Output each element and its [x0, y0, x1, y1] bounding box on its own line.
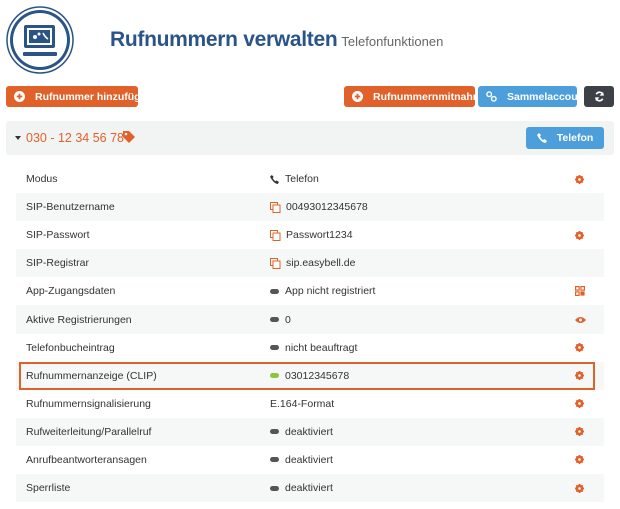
table-row: App-Zugangsdaten App nicht registriert [16, 277, 604, 305]
row-value: nicht beauftragt [270, 342, 357, 354]
row-value: Telefon [270, 173, 319, 185]
table-row: Aktive Registrierungen 0 [16, 305, 604, 334]
gear-icon[interactable] [575, 343, 584, 353]
row-value: 00493012345678 [270, 201, 368, 213]
row-label: Rufnummernanzeige (CLIP) [26, 369, 157, 382]
row-label: Anrufbeantworteransagen [26, 453, 147, 466]
row-value: Passwort1234 [270, 229, 353, 241]
status-indicator-icon [270, 288, 279, 294]
row-value: 0 [270, 314, 291, 326]
phone-number[interactable]: 030 - 12 34 56 78 [26, 131, 124, 145]
caret-down-icon[interactable] [15, 136, 21, 140]
copy-icon[interactable] [270, 257, 281, 269]
gear-icon[interactable] [575, 174, 584, 184]
plus-circle-icon [352, 91, 363, 102]
add-number-button[interactable]: Rufnummer hinzufügen [6, 86, 153, 107]
row-value-text: 00493012345678 [286, 201, 368, 214]
page-title-text: Rufnummern verwalten [110, 28, 338, 51]
row-label: App-Zugangsdaten [26, 285, 116, 298]
gear-icon[interactable] [575, 427, 584, 437]
refresh-button[interactable] [584, 86, 614, 107]
status-indicator-icon [270, 345, 279, 351]
porting-button[interactable]: Rufnummernmitnahme [344, 86, 488, 107]
row-value-text: deaktiviert [285, 425, 333, 438]
row-label: Aktive Registrierungen [26, 313, 132, 326]
phone-icon [270, 174, 279, 184]
row-label: Telefonbucheintrag [26, 341, 115, 354]
row-value: sip.easybell.de [270, 257, 355, 269]
tag-icon[interactable] [122, 130, 136, 144]
row-value-text: nicht beauftragt [285, 341, 358, 354]
status-indicator-icon [270, 317, 279, 323]
add-number-label: Rufnummer hinzufügen [35, 90, 153, 103]
phone-mode-label: Telefon [556, 132, 594, 144]
refresh-icon [594, 91, 604, 102]
row-label: Modus [26, 173, 58, 186]
gear-icon[interactable] [575, 399, 584, 409]
status-indicator-icon [270, 457, 279, 463]
row-value-text: 03012345678 [285, 369, 350, 382]
status-indicator-icon [270, 429, 279, 435]
row-value: 03012345678 [270, 370, 349, 382]
row-value-text: deaktiviert [285, 453, 333, 466]
row-value: App nicht registriert [270, 285, 375, 297]
row-value: deaktiviert [270, 454, 333, 466]
page-subtitle: Telefonfunktionen [341, 34, 444, 49]
highlight-box [19, 362, 595, 390]
plus-circle-icon [14, 91, 25, 102]
telephony-logo-icon [6, 6, 74, 74]
row-value-text: Telefon [285, 173, 319, 186]
row-value: E.164-Format [270, 398, 334, 410]
table-row: SIP-Benutzername 00493012345678 [16, 193, 604, 222]
table-row: SIP-Registrar sip.easybell.de [16, 249, 604, 278]
copy-icon[interactable] [270, 229, 281, 241]
row-value-text: E.164-Format [270, 397, 335, 410]
phone-icon [536, 133, 547, 143]
group-account-label: Sammelaccount [507, 90, 588, 103]
gear-icon[interactable] [575, 455, 584, 465]
table-row: Rufnummernanzeige (CLIP) 03012345678 [16, 361, 604, 390]
gear-icon[interactable] [575, 483, 584, 493]
copy-icon[interactable] [270, 201, 281, 213]
row-label: SIP-Passwort [26, 229, 90, 242]
gear-icon[interactable] [575, 230, 584, 240]
group-account-button[interactable]: Sammelaccount [478, 86, 588, 107]
row-value-text: Passwort1234 [286, 229, 353, 242]
table-row: SIP-Passwort Passwort1234 [16, 221, 604, 249]
phone-mode-button[interactable]: Telefon [526, 127, 604, 149]
row-label: Sperrliste [26, 482, 71, 495]
row-value-text: sip.easybell.de [286, 257, 356, 270]
status-indicator-icon [270, 373, 279, 379]
row-value-text: App nicht registriert [285, 285, 376, 298]
row-label: Rufnummernsignalisierung [26, 397, 151, 410]
gear-icon[interactable] [575, 371, 584, 381]
page-title: Rufnummern verwalten Telefonfunktionen [110, 28, 443, 52]
row-value-text: deaktiviert [285, 482, 333, 495]
table-row: Telefonbucheintrag nicht beauftragt [16, 334, 604, 362]
table-row: Modus Telefon [16, 165, 604, 193]
row-value-text: 0 [285, 313, 291, 326]
row-label: SIP-Benutzername [26, 201, 115, 214]
row-value: deaktiviert [270, 482, 333, 494]
table-row: Sperrliste deaktiviert [16, 474, 604, 503]
status-indicator-icon [270, 485, 279, 491]
link-icon [486, 91, 497, 102]
porting-label: Rufnummernmitnahme [373, 90, 488, 103]
eye-icon[interactable] [575, 316, 586, 324]
row-label: Rufweiterleitung/Parallelruf [26, 425, 152, 438]
qr-code-icon[interactable] [575, 286, 585, 297]
table-row: Rufweiterleitung/Parallelruf deaktiviert [16, 417, 604, 446]
number-header [6, 121, 614, 155]
row-label: SIP-Registrar [26, 257, 90, 270]
table-row: Rufnummernsignalisierung E.164-Format [16, 390, 604, 418]
table-row: Anrufbeantworteransagen deaktiviert [16, 446, 604, 474]
row-value: deaktiviert [270, 426, 333, 438]
settings-table: Modus Telefon SIP-Benutzername 004930123… [16, 165, 604, 503]
